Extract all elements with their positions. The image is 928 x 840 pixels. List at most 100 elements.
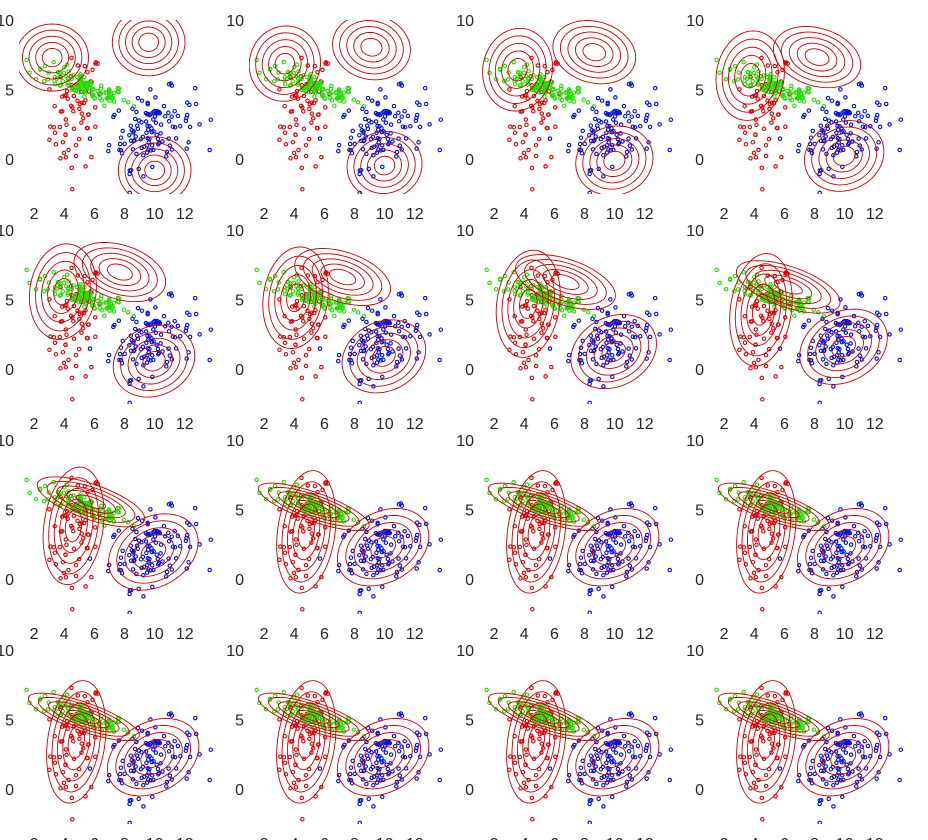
x-tick-label: 10 (836, 416, 854, 433)
data-point (808, 357, 814, 363)
data-point (593, 134, 598, 139)
data-point (769, 111, 775, 116)
data-point (184, 115, 189, 121)
data-point (519, 724, 525, 729)
y-tick-label: 0 (235, 362, 244, 379)
x-tick-label: 6 (320, 416, 329, 433)
data-point (732, 273, 738, 279)
data-point (70, 397, 75, 402)
data-point (414, 325, 419, 331)
data-point (178, 123, 183, 129)
data-point (186, 560, 191, 565)
y-tick-label: 10 (226, 13, 244, 30)
data-point (139, 728, 145, 733)
data-point (562, 313, 567, 319)
data-point (149, 143, 155, 148)
y-tick-label: 0 (465, 572, 474, 589)
data-point (332, 103, 337, 109)
data-point (747, 754, 753, 760)
data-point (437, 147, 442, 153)
data-point (144, 352, 150, 358)
data-point (309, 540, 314, 545)
x-tick-label: 8 (120, 206, 129, 223)
data-point (294, 692, 300, 697)
data-point (37, 696, 43, 702)
y-tick-label: 10 (0, 433, 14, 450)
data-point (822, 138, 827, 143)
data-point (323, 124, 328, 130)
data-point (358, 123, 364, 128)
data-point (874, 100, 880, 105)
data-point (518, 319, 524, 324)
data-point (300, 397, 305, 402)
data-point (852, 324, 858, 329)
data-point (117, 561, 123, 567)
data-point (611, 537, 616, 542)
gaussian-contour (748, 495, 800, 519)
data-point (754, 482, 760, 487)
data-point (502, 63, 508, 69)
data-point (69, 265, 74, 271)
data-point (348, 567, 354, 573)
data-point (296, 147, 301, 153)
data-point (588, 543, 594, 548)
data-point (595, 756, 601, 762)
data-point (604, 772, 610, 778)
data-point (156, 319, 162, 325)
data-point (761, 303, 767, 309)
data-point (596, 586, 601, 592)
data-point (543, 374, 548, 379)
data-point (70, 607, 75, 612)
data-point (825, 95, 831, 101)
data-point (578, 567, 584, 573)
data-point (667, 357, 672, 363)
gaussian-contour (591, 739, 635, 776)
data-point (618, 131, 623, 136)
data-point (93, 480, 99, 485)
data-point (517, 703, 523, 708)
data-point (759, 55, 764, 61)
data-point (761, 93, 767, 99)
data-point (570, 95, 575, 100)
data-point (63, 575, 69, 580)
data-point (883, 521, 889, 527)
gaussian-contour (123, 732, 183, 783)
data-point (360, 357, 366, 362)
data-point (539, 531, 545, 536)
data-point (131, 760, 136, 765)
data-point (511, 545, 517, 550)
gaussian-contour (138, 32, 160, 52)
data-point (108, 301, 114, 307)
data-point (769, 299, 774, 305)
data-point (753, 785, 759, 790)
data-point (537, 526, 542, 532)
data-point (552, 105, 558, 110)
data-point (414, 115, 419, 121)
data-point (291, 360, 297, 366)
data-point (537, 101, 543, 107)
data-point (151, 567, 156, 573)
data-point (226, 468, 229, 471)
data-point (76, 556, 82, 562)
gaussian-contour (353, 31, 390, 63)
data-point (281, 755, 287, 760)
data-point (380, 794, 385, 800)
gaussian-contour (518, 705, 570, 729)
data-point (161, 103, 167, 109)
data-point (456, 258, 459, 261)
data-point (738, 124, 743, 129)
data-point (599, 775, 604, 781)
panel-plot-area (484, 680, 674, 824)
data-point (456, 468, 459, 471)
gaussian-contour (799, 308, 888, 385)
data-point (152, 528, 157, 534)
data-point (136, 586, 141, 592)
data-point (149, 563, 155, 568)
x-tick-label: 4 (60, 416, 69, 433)
data-point (787, 90, 792, 96)
data-point (850, 349, 855, 354)
data-point (155, 346, 161, 352)
data-point (164, 149, 170, 155)
gaussian-contour (497, 486, 590, 527)
